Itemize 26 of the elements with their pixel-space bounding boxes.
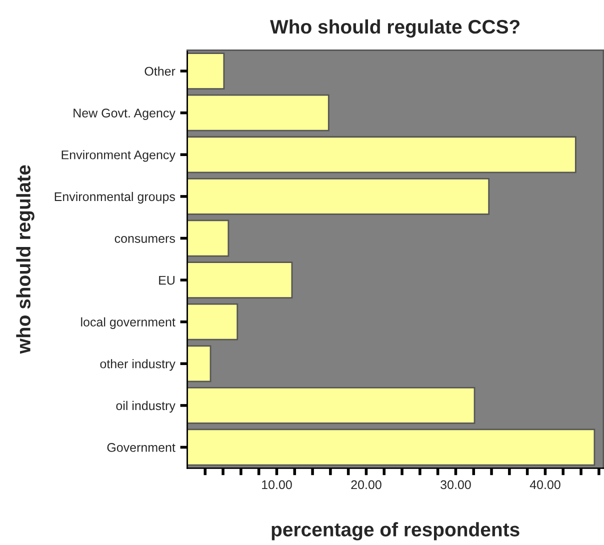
bar bbox=[187, 345, 212, 382]
y-tick-label: Other bbox=[144, 66, 176, 76]
bar bbox=[187, 220, 230, 257]
bar bbox=[187, 94, 330, 132]
bar bbox=[187, 136, 576, 174]
chart-title: Who should regulate CCS? bbox=[270, 19, 520, 38]
y-tick-label: New Govt. Agency bbox=[74, 108, 176, 120]
y-tick-label: EU bbox=[159, 276, 174, 285]
y-tick-label: Government bbox=[107, 443, 176, 452]
bar bbox=[187, 303, 238, 340]
bar bbox=[187, 178, 490, 215]
y-tick-label: other industry bbox=[100, 359, 176, 371]
x-tick-label: 10.00 bbox=[262, 480, 292, 490]
x-tick-label: 20.00 bbox=[351, 480, 382, 490]
bar bbox=[187, 386, 476, 424]
x-tick-label: 40.00 bbox=[530, 480, 560, 490]
bar bbox=[187, 262, 293, 299]
x-tick-label: 30.00 bbox=[440, 480, 471, 490]
y-tick-label: Environmental groups bbox=[54, 192, 175, 204]
x-axis-title: percentage of respondents bbox=[272, 522, 520, 540]
y-tick-label: oil industry bbox=[116, 400, 176, 413]
y-axis-title: who should regulate bbox=[16, 165, 34, 354]
bar bbox=[187, 428, 596, 466]
y-tick-label: consumers bbox=[114, 236, 175, 243]
y-tick-label: local government bbox=[81, 317, 176, 329]
y-tick-label: Environment Agency bbox=[62, 150, 176, 162]
